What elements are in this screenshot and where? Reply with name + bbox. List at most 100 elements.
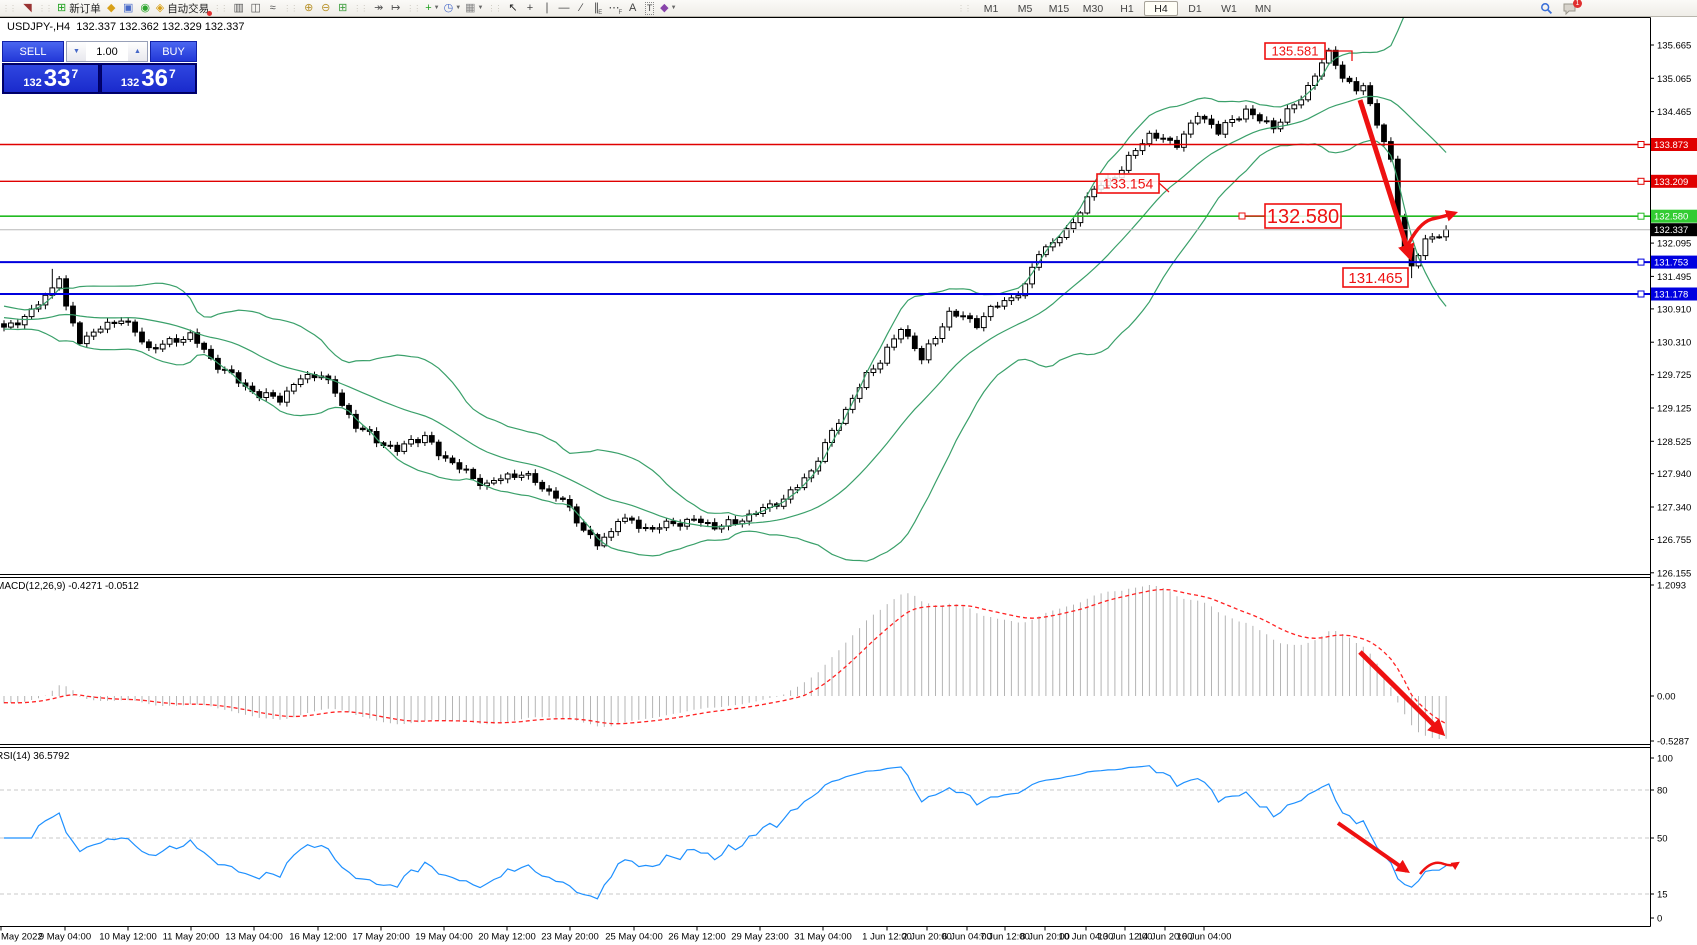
timeframe-h4-button[interactable]: H4: [1144, 1, 1178, 16]
market-watch-button[interactable]: ◆: [103, 1, 120, 16]
bar-chart-button[interactable]: ▥: [230, 1, 247, 16]
timeframe-m15-button[interactable]: M15: [1048, 2, 1070, 15]
svg-text:31 May 04:00: 31 May 04:00: [794, 932, 852, 943]
bounce-arrow-main[interactable]: [1404, 210, 1458, 250]
clipped-chart-icon[interactable]: ◥: [19, 1, 36, 16]
svg-text:100: 100: [1657, 754, 1673, 765]
templates-icon: ▦: [465, 1, 476, 14]
tile-windows-button[interactable]: ⊞: [334, 1, 351, 16]
sell-price-display[interactable]: 132 33 7: [3, 64, 99, 93]
resistance-line-2[interactable]: 133.209: [0, 174, 1697, 188]
svg-text:131.178: 131.178: [1654, 290, 1688, 301]
candlestick-chart-button[interactable]: ◫: [247, 1, 264, 16]
trend-arrow-macd[interactable]: [1358, 650, 1446, 737]
trend-arrow-rsi[interactable]: [1336, 821, 1410, 874]
dropdown-caret-icon: ▼: [433, 5, 440, 11]
trend-arrow-main[interactable]: [1357, 99, 1415, 262]
price-axis-tick: 126.155: [1650, 568, 1691, 579]
clipped-chart-icon-icon: ◥: [23, 1, 32, 14]
volume-input[interactable]: [86, 42, 128, 61]
pivot-line[interactable]: 132.580: [0, 209, 1697, 223]
current-price-line: 132.337: [0, 223, 1697, 237]
sound-alert-button[interactable]: ◉: [137, 1, 154, 16]
svg-text:23 May 20:00: 23 May 20:00: [541, 932, 599, 943]
timeframe-m30-button[interactable]: M30: [1082, 2, 1104, 15]
svg-text:129.125: 129.125: [1657, 404, 1691, 415]
timeframe-group: ⋮⋮ M1 M5 M15 M30 H1 H4 D1 W1 MN: [955, 0, 1280, 17]
price-callout-132580[interactable]: 132.580: [1238, 203, 1342, 229]
periods-icon: ◷: [443, 1, 454, 14]
buy-button[interactable]: BUY: [150, 41, 197, 62]
macd-indicator-label: MACD(12,26,9) -0.4271 -0.0512: [0, 581, 139, 592]
crosshair-button[interactable]: +: [522, 1, 539, 16]
data-window-button[interactable]: ▣: [120, 1, 137, 16]
price-callout-133154[interactable]: 133.154: [1096, 173, 1170, 194]
price-axis-tick: 127.940: [1650, 469, 1691, 480]
price-axis-tick: 131.495: [1650, 272, 1691, 283]
timeframe-d1-button[interactable]: D1: [1188, 2, 1202, 15]
cursor-button[interactable]: ↖: [505, 1, 522, 16]
new-order-button-label: 新订单: [69, 2, 101, 15]
text-button[interactable]: A: [624, 1, 641, 16]
search-button[interactable]: [1538, 1, 1555, 16]
price-callout-135581[interactable]: 135.581: [1264, 42, 1353, 61]
line-chart-button[interactable]: ≈: [264, 1, 281, 16]
price-axis-tick: 135.665: [1650, 41, 1691, 52]
trendline-button[interactable]: ∕: [573, 1, 590, 16]
macd-series: [3, 585, 1447, 739]
equidistant-channel-button[interactable]: ∥ E: [593, 1, 603, 16]
time-axis-label: 25 May 04:00: [605, 926, 663, 943]
svg-text:129.725: 129.725: [1657, 370, 1691, 381]
arrows-button[interactable]: ◆ ▼: [658, 1, 678, 16]
time-axis-label: 1 Jun 12:00: [862, 926, 912, 943]
auto-trading-button[interactable]: ◈ 自动交易: [154, 1, 213, 16]
price-axis-tick: 134.465: [1650, 107, 1691, 118]
timeframe-m1-button[interactable]: M1: [983, 2, 999, 15]
fibonacci-button[interactable]: ⋯ F: [608, 1, 623, 16]
svg-text:17 May 20:00: 17 May 20:00: [352, 932, 410, 943]
candlestick-chart-icon: ◫: [250, 1, 261, 14]
auto-trading-button-label: 自动交易: [167, 2, 210, 15]
templates-button[interactable]: ▦ ▼: [463, 1, 485, 16]
vertical-line-button[interactable]: ∣: [539, 1, 556, 16]
indicators-button[interactable]: + ▼: [423, 1, 441, 16]
support-line-2[interactable]: 131.178: [0, 287, 1697, 301]
zoom-in-button[interactable]: ⊕: [300, 1, 317, 16]
horizontal-line-button[interactable]: —: [556, 1, 573, 16]
notifications-button[interactable]: 1: [1561, 0, 1582, 16]
svg-text:7 Jun 12:00: 7 Jun 12:00: [980, 932, 1030, 943]
volume-decrease-button[interactable]: ▼: [67, 42, 86, 61]
price-axis-tick: 128.525: [1650, 437, 1691, 448]
macd-name: MACD(12,26,9): [0, 581, 66, 592]
line-chart-icon: ≈: [269, 1, 276, 14]
horizontal-line-icon: —: [558, 1, 570, 14]
toolbar-grip: ⋮⋮: [2, 3, 17, 13]
timeframe-h1-button[interactable]: H1: [1120, 2, 1134, 15]
timeframe-mn-button[interactable]: MN: [1254, 2, 1272, 15]
time-axis-label: 16 May 12:00: [289, 926, 347, 943]
zoom-out-button[interactable]: ⊖: [317, 1, 334, 16]
symbol-name: USDJPY-,H4: [7, 21, 71, 33]
svg-text:126.755: 126.755: [1657, 535, 1691, 546]
one-click-trading-panel: SELL ▼ ▲ BUY 132 33 7 132 36 7: [2, 41, 197, 94]
price-axis-tick: 129.125: [1650, 404, 1691, 415]
macd-axis-tick: 1.2093: [1650, 581, 1686, 592]
periods-button[interactable]: ◷ ▼: [442, 1, 464, 16]
timeframe-m5-button[interactable]: M5: [1017, 2, 1033, 15]
chart-shift-button[interactable]: ↦: [387, 1, 404, 16]
svg-text:135.665: 135.665: [1657, 41, 1691, 52]
sell-button[interactable]: SELL: [2, 41, 64, 62]
bounce-arrow-rsi[interactable]: [1419, 861, 1460, 875]
price-callout-131465[interactable]: 131.465: [1342, 267, 1409, 288]
macd-axis-tick: 0.00: [1650, 692, 1676, 703]
timeframe-w1-button[interactable]: W1: [1221, 2, 1237, 15]
buy-price-display[interactable]: 132 36 7: [100, 64, 196, 93]
auto-scroll-button[interactable]: ↠: [370, 1, 387, 16]
new-order-button[interactable]: ⊞ 新订单: [55, 1, 103, 16]
volume-increase-button[interactable]: ▲: [128, 42, 147, 61]
svg-text:132.580: 132.580: [1654, 212, 1688, 223]
toolbar-grip: ⋮⋮: [213, 3, 228, 13]
support-line-1[interactable]: 131.753: [0, 255, 1697, 269]
text-label-button[interactable]: T: [641, 1, 658, 16]
time-axis-label: 17 May 20:00: [352, 926, 410, 943]
